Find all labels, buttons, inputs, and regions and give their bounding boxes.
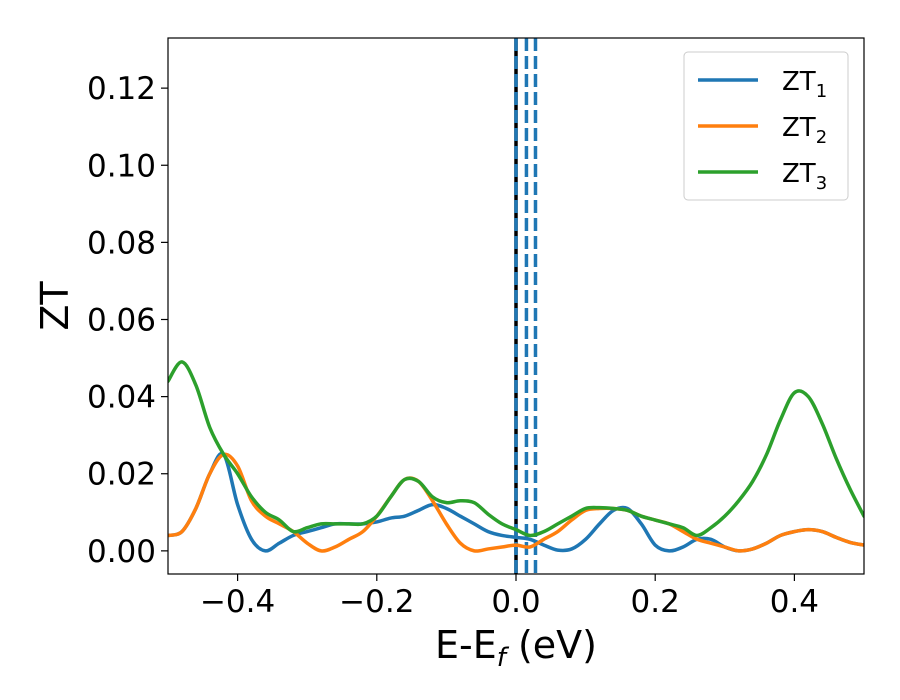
y-tick-label: 0.06 — [87, 302, 156, 338]
y-tick-label: 0.00 — [87, 534, 156, 570]
series-line-zt3 — [168, 360, 864, 538]
x-tick-label: −0.4 — [200, 584, 275, 620]
x-tick-label: 0.0 — [491, 584, 540, 620]
y-tick-label: 0.02 — [87, 457, 156, 493]
legend: ZT1 ZT2 ZT3 — [683, 51, 849, 201]
y-tick-label: 0.10 — [87, 148, 156, 184]
legend-label-zt1: ZT1 — [782, 67, 827, 102]
y-axis-title: ZT — [33, 281, 77, 331]
legend-label-zt2: ZT2 — [782, 113, 827, 148]
x-tick-label: 0.2 — [631, 584, 680, 620]
vertical-markers — [514, 38, 538, 574]
y-tick-label: 0.12 — [87, 71, 156, 107]
y-tick-label: 0.04 — [87, 380, 156, 416]
series-lines — [168, 360, 864, 553]
y-tick-label: 0.08 — [87, 225, 156, 261]
legend-box — [683, 51, 849, 201]
legend-label-zt3: ZT3 — [782, 159, 827, 194]
x-axis-title: E-Ef (eV) — [435, 623, 597, 673]
x-tick-label: 0.4 — [770, 584, 819, 620]
y-axis-ticks: 0.00 0.02 0.04 0.06 0.08 0.10 0.12 — [87, 71, 168, 570]
x-axis-ticks: −0.4 −0.2 0.0 0.2 0.4 — [200, 574, 819, 620]
x-tick-label: −0.2 — [339, 584, 414, 620]
